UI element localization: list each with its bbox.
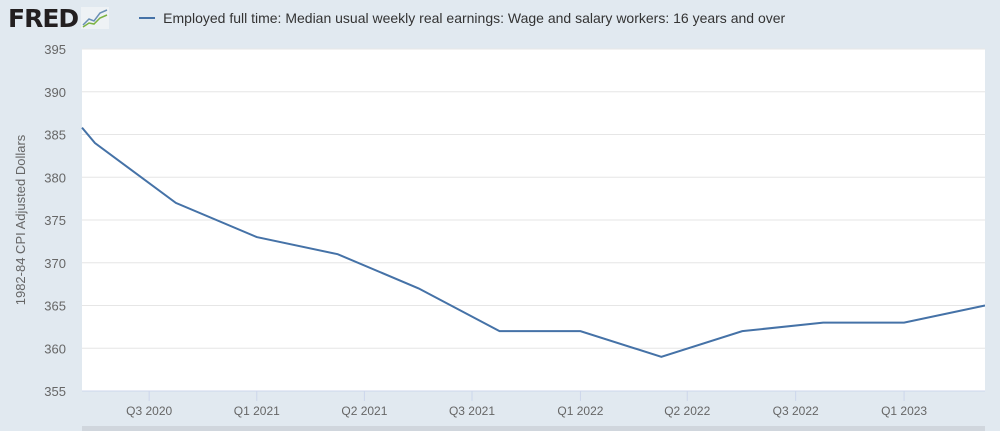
y-tick-label: 365 — [44, 299, 66, 314]
legend-item[interactable]: Employed full time: Median usual weekly … — [139, 10, 785, 26]
x-tick-label: Q3 2020 — [126, 404, 172, 418]
x-tick-label: Q3 2022 — [773, 404, 819, 418]
y-tick-label: 355 — [44, 384, 66, 399]
fred-logo: FRED — [8, 3, 79, 33]
y-tick-label: 375 — [44, 213, 66, 228]
series-line — [81, 127, 986, 358]
y-axis-label: 1982-84 CPI Adjusted Dollars — [13, 134, 28, 305]
legend-swatch — [139, 17, 156, 19]
x-tick-label: Q1 2022 — [557, 404, 603, 418]
y-tick-label: 395 — [44, 42, 66, 57]
navigator-bar — [82, 426, 985, 431]
line-chart-icon — [81, 7, 110, 29]
y-tick-label: 370 — [44, 256, 66, 271]
x-tick-label: Q2 2021 — [341, 404, 387, 418]
y-tick-label: 385 — [44, 128, 66, 143]
x-tick-label: Q1 2021 — [234, 404, 280, 418]
y-tick-label: 390 — [44, 85, 66, 100]
x-tick-label: Q2 2022 — [664, 404, 710, 418]
chart-header: FRED Employed full time: Median usual we… — [8, 3, 785, 33]
x-tick-label: Q1 2023 — [881, 404, 927, 418]
y-tick-label: 360 — [44, 341, 66, 356]
right-margin — [985, 0, 1000, 431]
x-tick-label: Q3 2021 — [449, 404, 495, 418]
legend-label: Employed full time: Median usual weekly … — [163, 10, 786, 26]
y-tick-label: 380 — [44, 170, 66, 185]
